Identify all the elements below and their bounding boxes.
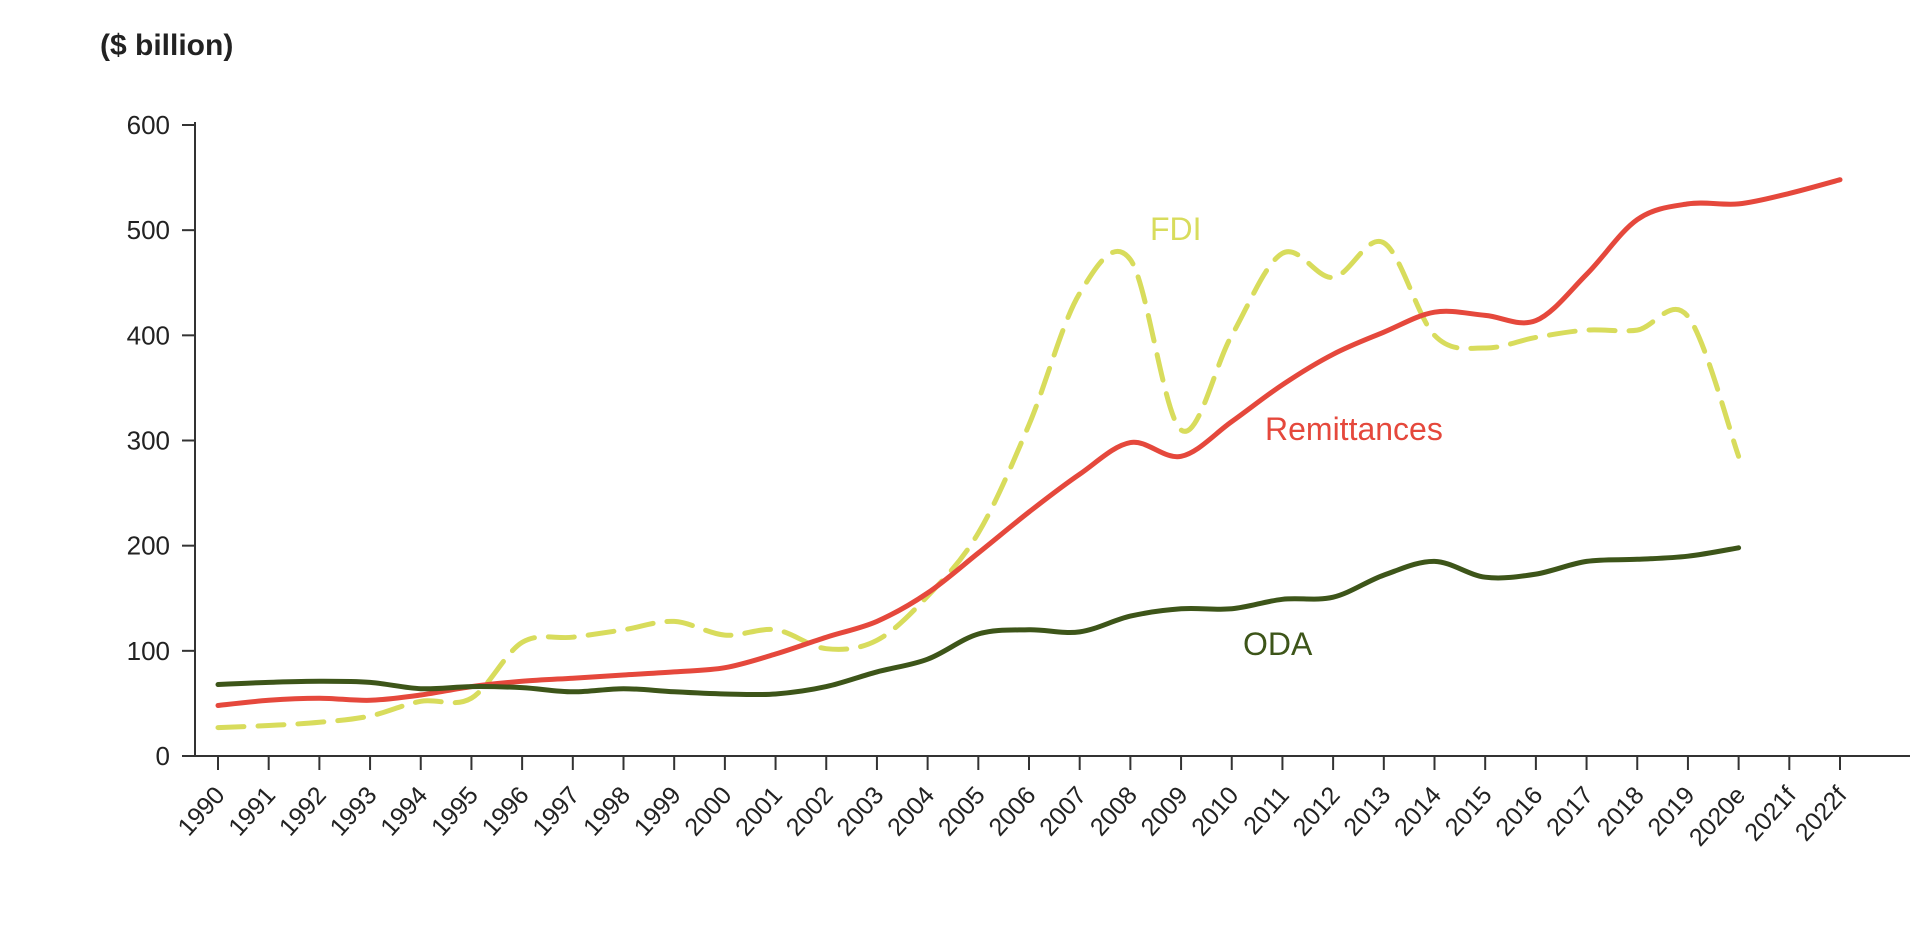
x-tick-label: 2021f xyxy=(1739,781,1802,846)
x-tick-label: 2013 xyxy=(1338,781,1396,841)
x-tick-label: 2006 xyxy=(983,781,1041,841)
x-tick-label: 1996 xyxy=(477,781,535,841)
x-tick-label: 2022f xyxy=(1790,781,1853,846)
x-tick-label: 2017 xyxy=(1541,781,1599,841)
y-tick-label: 100 xyxy=(127,636,170,666)
x-tick-label: 2010 xyxy=(1186,781,1244,841)
axes: 0100200300400500600199019911992199319941… xyxy=(127,110,1910,852)
x-tick-label: 1992 xyxy=(274,781,332,841)
x-tick-label: 2018 xyxy=(1592,781,1650,841)
y-tick-label: 500 xyxy=(127,215,170,245)
y-tick-label: 200 xyxy=(127,531,170,561)
y-tick-label: 300 xyxy=(127,426,170,456)
x-tick-label: 1994 xyxy=(375,781,433,841)
series-line-remittances xyxy=(215,177,1843,708)
x-tick-label: 2003 xyxy=(831,781,889,841)
x-tick-label: 2009 xyxy=(1135,781,1193,841)
series-label-oda: ODA xyxy=(1243,626,1313,662)
series-group xyxy=(215,177,1843,731)
x-tick-label: 2000 xyxy=(679,781,737,841)
x-tick-label: 1990 xyxy=(172,781,230,841)
x-tick-label: 2002 xyxy=(781,781,839,841)
x-tick-label: 1998 xyxy=(578,781,636,841)
x-tick-label: 2012 xyxy=(1288,781,1346,841)
series-line-fdi xyxy=(215,238,1742,731)
x-tick-label: 1999 xyxy=(629,781,687,841)
x-tick-label: 1997 xyxy=(527,781,585,841)
x-tick-label: 2011 xyxy=(1238,781,1295,840)
series-label-fdi: FDI xyxy=(1150,211,1202,247)
x-tick-label: 2016 xyxy=(1490,781,1548,841)
x-tick-label: 2014 xyxy=(1389,781,1447,841)
y-unit-label: ($ billion) xyxy=(100,29,233,62)
series-label-remittances: Remittances xyxy=(1265,411,1443,447)
x-tick-label: 1995 xyxy=(426,781,484,841)
x-tick-label: 2015 xyxy=(1440,781,1498,841)
y-tick-label: 400 xyxy=(127,320,170,350)
y-tick-label: 0 xyxy=(156,741,170,771)
series-line-oda xyxy=(215,545,1742,698)
x-tick-label: 2020e xyxy=(1684,781,1751,851)
series-labels: FDI Remittances ODA xyxy=(1150,211,1443,662)
x-tick-label: 2008 xyxy=(1085,781,1143,841)
x-tick-label: 1991 xyxy=(223,781,281,841)
y-tick-label: 600 xyxy=(127,110,170,140)
x-tick-label: 1993 xyxy=(324,781,382,841)
x-tick-label: 2001 xyxy=(730,781,788,841)
x-tick-label: 2007 xyxy=(1034,781,1092,841)
x-tick-label: 2004 xyxy=(882,781,940,841)
x-tick-label: 2005 xyxy=(933,781,991,841)
